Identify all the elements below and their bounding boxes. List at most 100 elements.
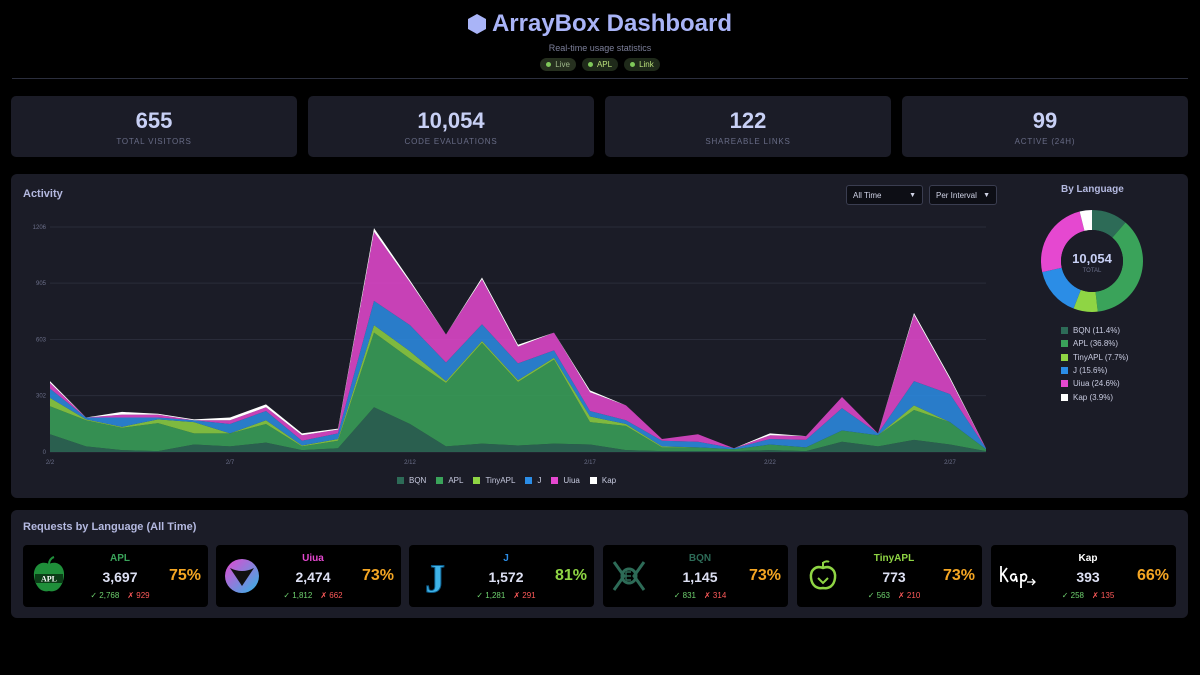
success-count: ✓ 1,812 bbox=[283, 591, 313, 600]
legend-label: Kap bbox=[601, 476, 617, 485]
donut-legend-item: Uiua (24.6%) bbox=[1061, 377, 1128, 390]
donut-slice-bqn bbox=[1092, 210, 1126, 238]
stat-label: TOTAL VISITORS bbox=[116, 137, 192, 146]
legend-swatch bbox=[551, 477, 559, 484]
success-count: ✓ 1,281 bbox=[476, 591, 506, 600]
chevron-down-icon: ▼ bbox=[909, 191, 916, 199]
time-range-select[interactable]: All Time ▼ bbox=[846, 185, 923, 205]
y-tick-label: 603 bbox=[36, 338, 47, 344]
area-series-j bbox=[50, 300, 986, 450]
legend-item-apl[interactable]: APL bbox=[436, 476, 463, 485]
donut-slice-tinyapl bbox=[1073, 289, 1098, 312]
chart-legend: BQN APL TinyAPL J Uiua Kap bbox=[397, 476, 616, 485]
x-tick-label: 2/7 bbox=[226, 460, 235, 466]
language-name: BQN bbox=[688, 553, 712, 564]
legend-swatch bbox=[1061, 393, 1068, 401]
stat-code-evaluations: 10,054 CODE EVALUATIONS bbox=[308, 96, 594, 157]
apl-badge-label: APL bbox=[596, 60, 613, 69]
legend-swatch bbox=[589, 477, 597, 484]
time-range-value: All Time bbox=[853, 190, 882, 200]
stat-total-visitors: 655 TOTAL VISITORS bbox=[11, 96, 297, 157]
donut-legend-label: Uiua (24.6%) bbox=[1073, 379, 1120, 389]
legend-swatch bbox=[525, 477, 533, 484]
tinyapl-logo-icon bbox=[809, 560, 837, 590]
language-card-tinyapl: TinyAPL 773 73% ✓ 563 ✗ 210 bbox=[797, 545, 982, 607]
activity-panel: 0 302 603 905 1206 2/2 2/7 2/12 2/17 2/22 2/27 10,0… bbox=[11, 174, 1188, 498]
y-tick-label: 905 bbox=[36, 281, 47, 287]
stat-label: ACTIVE (24H) bbox=[1014, 137, 1076, 146]
failure-count: ✗ 929 bbox=[127, 591, 150, 600]
by-language-title: By Language bbox=[1061, 184, 1124, 195]
header-divider bbox=[12, 78, 1188, 79]
stat-value: 10,054 bbox=[417, 108, 485, 133]
area-series-apl bbox=[50, 332, 986, 452]
success-count: ✓ 831 bbox=[673, 591, 696, 600]
legend-item-j[interactable]: J bbox=[525, 476, 541, 485]
donut-legend-item: APL (36.8%) bbox=[1061, 337, 1128, 350]
apl-badge: APL bbox=[581, 58, 619, 71]
donut-slice-kap bbox=[1079, 210, 1092, 231]
uiua-logo-icon bbox=[225, 559, 259, 593]
status-dot-icon bbox=[546, 62, 552, 67]
language-card-bqn: BQN 1,145 73% ✓ 831 ✗ 314 bbox=[603, 545, 788, 607]
success-count: ✓ 563 bbox=[867, 591, 890, 600]
failure-count: ✗ 291 bbox=[513, 591, 536, 600]
x-tick-label: 2/2 bbox=[46, 460, 55, 466]
donut-hole bbox=[1061, 230, 1123, 292]
legend-item-bqn[interactable]: BQN bbox=[397, 476, 426, 485]
language-card-j: J J 1,572 81% ✓ 1,281 ✗ 291 bbox=[409, 545, 594, 607]
legend-label: Uiua bbox=[563, 476, 580, 485]
donut-total-label: TOTAL bbox=[1083, 268, 1102, 274]
interval-value: Per Interval bbox=[936, 190, 977, 200]
link-badge-label: Link bbox=[639, 60, 654, 69]
x-tick-label: 2/27 bbox=[944, 460, 956, 466]
success-rate: 75% bbox=[168, 567, 202, 584]
donut-legend-label: TinyAPL (7.7%) bbox=[1073, 352, 1129, 362]
activity-chart: 0 302 603 905 1206 2/2 2/7 2/12 2/17 2/22 2/27 10,0… bbox=[33, 210, 1144, 466]
donut-legend-label: BQN (11.4%) bbox=[1073, 326, 1120, 336]
language-count: 2,474 bbox=[295, 569, 331, 585]
kap-logo-icon bbox=[1000, 566, 1036, 588]
legend-label: APL bbox=[448, 476, 464, 485]
live-badge: Live bbox=[540, 58, 576, 71]
legend-swatch bbox=[1061, 367, 1068, 375]
legend-label: TinyAPL bbox=[485, 476, 516, 485]
live-badge-label: Live bbox=[555, 60, 570, 69]
legend-item-uiua[interactable]: Uiua bbox=[551, 476, 580, 485]
language-name: Uiua bbox=[302, 553, 324, 564]
donut-legend-item: J (15.6%) bbox=[1061, 364, 1128, 377]
legend-item-tinyapl[interactable]: TinyAPL bbox=[473, 476, 515, 485]
legend-swatch bbox=[1061, 380, 1068, 388]
stat-shareable-links: 122 SHAREABLE LINKS bbox=[605, 96, 891, 157]
legend-swatch bbox=[473, 477, 481, 484]
success-count: ✓ 2,768 bbox=[90, 591, 120, 600]
interval-select[interactable]: Per Interval ▼ bbox=[929, 185, 997, 205]
page-title: ArrayBox Dashboard bbox=[491, 10, 733, 37]
donut-slice-apl bbox=[1095, 222, 1144, 312]
language-name: Kap bbox=[1078, 553, 1098, 564]
x-tick-label: 2/22 bbox=[764, 460, 776, 466]
language-card-uiua: Uiua 2,474 73% ✓ 1,812 ✗ 662 bbox=[216, 545, 401, 607]
legend-swatch bbox=[1061, 327, 1068, 335]
stat-value: 655 bbox=[135, 108, 173, 133]
donut-legend-label: APL (36.8%) bbox=[1073, 339, 1119, 349]
legend-item-kap[interactable]: Kap bbox=[589, 476, 617, 485]
legend-label: J bbox=[537, 476, 542, 485]
j-logo-icon: J bbox=[425, 556, 446, 596]
success-count: ✓ 258 bbox=[1061, 591, 1084, 600]
language-count: 1,145 bbox=[682, 569, 718, 585]
page-header: ArrayBox Dashboard Real-time usage stati… bbox=[0, 8, 1200, 71]
svg-text:APL: APL bbox=[41, 575, 57, 584]
legend-swatch bbox=[1061, 340, 1068, 348]
svg-text:J: J bbox=[425, 556, 445, 596]
stat-active-24h: 99 ACTIVE (24H) bbox=[902, 96, 1188, 157]
y-tick-label: 1206 bbox=[33, 225, 47, 231]
stat-label: CODE EVALUATIONS bbox=[404, 137, 498, 146]
x-tick-label: 2/17 bbox=[584, 460, 596, 466]
area-series-bqn bbox=[50, 407, 986, 452]
chevron-down-icon: ▼ bbox=[983, 191, 990, 199]
success-rate: 73% bbox=[748, 567, 782, 584]
failure-count: ✗ 314 bbox=[704, 591, 727, 600]
language-name: TinyAPL bbox=[873, 553, 915, 564]
donut-legend-item: Kap (3.9%) bbox=[1061, 390, 1128, 403]
